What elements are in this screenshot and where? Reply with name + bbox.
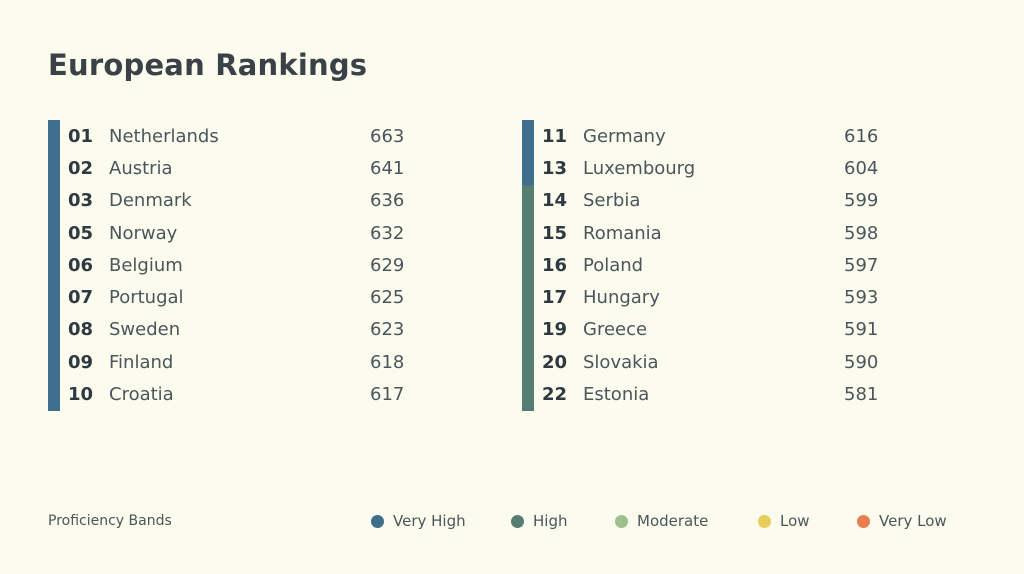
score-value: 641: [370, 157, 405, 179]
rank-number: 17: [542, 287, 568, 309]
legend-title: Proficiency Bands: [48, 513, 172, 529]
rank-number: 11: [542, 125, 568, 147]
score-value: 598: [844, 222, 879, 244]
legend-label: Moderate: [637, 512, 709, 530]
score-value: 618: [370, 351, 405, 373]
score-value: 581: [844, 384, 879, 406]
score-value: 663: [370, 125, 405, 147]
band-bar-segment: [522, 120, 534, 185]
rank-number: 19: [542, 319, 568, 341]
ranking-row: 06 Belgium 629: [48, 249, 428, 281]
country-name: Luxembourg: [583, 157, 696, 179]
score-value: 629: [370, 254, 405, 276]
ranking-row: 15 Romania 598: [522, 217, 902, 249]
rank-number: 13: [542, 157, 568, 179]
score-value: 597: [844, 254, 879, 276]
ranking-row: 11 Germany 616: [522, 120, 902, 152]
rankings-column-right: 11 Germany 616 13 Luxembourg 604 14 Serbia 599 15…: [522, 120, 902, 411]
legend-item: Moderate: [615, 512, 708, 530]
score-value: 625: [370, 287, 405, 309]
legend-dot-icon: [511, 514, 524, 528]
country-name: Greece: [583, 319, 648, 341]
legend-dot-icon: [857, 514, 870, 528]
rankings-column-left: 01 Netherlands 663 02 Austria 641 03 Denmark 636…: [48, 120, 428, 411]
country-name: Denmark: [109, 190, 192, 212]
legend-label: Very High: [393, 512, 466, 530]
ranking-row: 16 Poland 597: [522, 249, 902, 281]
country-name: Serbia: [583, 190, 641, 212]
country-name: Netherlands: [109, 125, 219, 147]
legend-dot-icon: [615, 514, 628, 528]
band-bar-segment: [522, 184, 534, 411]
rank-number: 07: [68, 287, 94, 309]
ranking-row: 05 Norway 632: [48, 217, 428, 249]
country-name: Romania: [583, 222, 662, 244]
legend-item: Very High: [371, 512, 466, 530]
country-name: Croatia: [109, 384, 174, 406]
score-value: 623: [370, 319, 405, 341]
score-value: 617: [370, 384, 405, 406]
ranking-row: 08 Sweden 623: [48, 314, 428, 346]
ranking-row: 10 Croatia 617: [48, 378, 428, 410]
ranking-row: 17 Hungary 593: [522, 282, 902, 314]
page-title: European Rankings: [48, 48, 368, 82]
country-name: Finland: [109, 351, 174, 373]
country-name: Sweden: [109, 319, 181, 341]
ranking-row: 02 Austria 641: [48, 152, 428, 184]
country-name: Germany: [583, 125, 666, 147]
rank-number: 15: [542, 222, 568, 244]
rank-number: 10: [68, 384, 94, 406]
country-name: Norway: [109, 222, 178, 244]
country-name: Estonia: [583, 384, 650, 406]
rank-number: 14: [542, 190, 568, 212]
ranking-row: 01 Netherlands 663: [48, 120, 428, 152]
country-name: Belgium: [109, 254, 183, 276]
legend: Very High High Moderate Low Very Low: [0, 512, 1024, 532]
score-value: 599: [844, 190, 879, 212]
ranking-row: 03 Denmark 636: [48, 185, 428, 217]
ranking-row: 19 Greece 591: [522, 314, 902, 346]
country-name: Hungary: [583, 287, 660, 309]
rank-number: 06: [68, 254, 94, 276]
ranking-row: 20 Slovakia 590: [522, 346, 902, 378]
score-value: 591: [844, 319, 879, 341]
legend-dot-icon: [758, 514, 771, 528]
legend-item: High: [511, 512, 567, 530]
legend-label: High: [533, 512, 568, 530]
ranking-row: 14 Serbia 599: [522, 185, 902, 217]
country-name: Slovakia: [583, 351, 659, 373]
rank-number: 08: [68, 319, 94, 341]
rank-number: 22: [542, 384, 568, 406]
ranking-row: 13 Luxembourg 604: [522, 152, 902, 184]
ranking-row: 09 Finland 618: [48, 346, 428, 378]
ranking-row: 22 Estonia 581: [522, 378, 902, 410]
country-name: Austria: [109, 157, 173, 179]
rank-number: 16: [542, 254, 568, 276]
rank-number: 03: [68, 190, 94, 212]
rank-number: 01: [68, 125, 94, 147]
country-name: Poland: [583, 254, 644, 276]
legend-item: Low: [758, 512, 810, 530]
rank-number: 09: [68, 351, 94, 373]
score-value: 593: [844, 287, 879, 309]
country-name: Portugal: [109, 287, 184, 309]
legend-dot-icon: [371, 514, 384, 528]
legend-label: Low: [780, 512, 810, 530]
band-bar-segment: [48, 120, 60, 411]
score-value: 616: [844, 125, 879, 147]
rank-number: 05: [68, 222, 94, 244]
score-value: 632: [370, 222, 405, 244]
ranking-row: 07 Portugal 625: [48, 282, 428, 314]
rank-number: 02: [68, 157, 94, 179]
score-value: 604: [844, 157, 879, 179]
legend-label: Very Low: [879, 512, 947, 530]
score-value: 590: [844, 351, 879, 373]
score-value: 636: [370, 190, 405, 212]
rank-number: 20: [542, 351, 568, 373]
legend-item: Very Low: [857, 512, 947, 530]
